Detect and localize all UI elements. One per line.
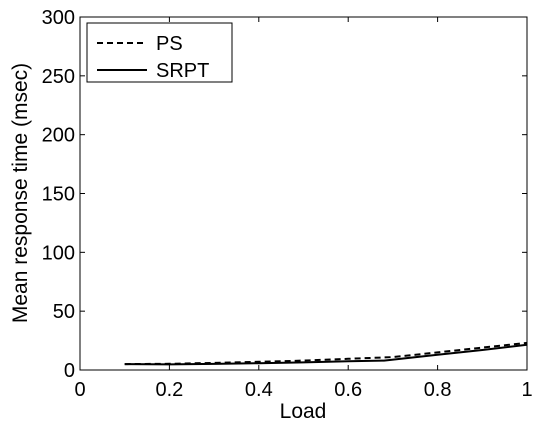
y-tick-label: 150: [42, 184, 75, 206]
series-line-ps: [124, 341, 528, 366]
y-axis: 0 50 100 150 200 250 300: [42, 7, 527, 382]
x-tick-label: 1: [521, 379, 532, 401]
x-axis-title: Load: [280, 400, 327, 423]
series-line-srpt: [124, 343, 528, 366]
x-tick-label: 0.6: [334, 379, 362, 401]
x-tick-label: 0.4: [245, 379, 273, 401]
legend-label-srpt: SRPT: [156, 60, 209, 82]
x-tick-label: 0.8: [424, 379, 452, 401]
x-tick-label: 0: [74, 379, 85, 401]
legend-box: [86, 22, 233, 83]
y-tick-label: 100: [42, 242, 75, 264]
x-axis: 0 0.2 0.4 0.6 0.8 1: [74, 17, 533, 401]
series-layer: [124, 341, 528, 366]
legend: PS SRPT: [86, 22, 233, 83]
x-tick-label: 0.2: [155, 379, 183, 401]
y-axis-title: Mean response time (msec): [9, 63, 32, 323]
y-tick-label: 250: [42, 66, 75, 88]
y-tick-label: 50: [53, 301, 75, 323]
y-tick-label: 0: [64, 360, 75, 382]
y-tick-label: 300: [42, 7, 75, 29]
y-tick-label: 200: [42, 125, 75, 147]
legend-label-ps: PS: [156, 33, 183, 55]
